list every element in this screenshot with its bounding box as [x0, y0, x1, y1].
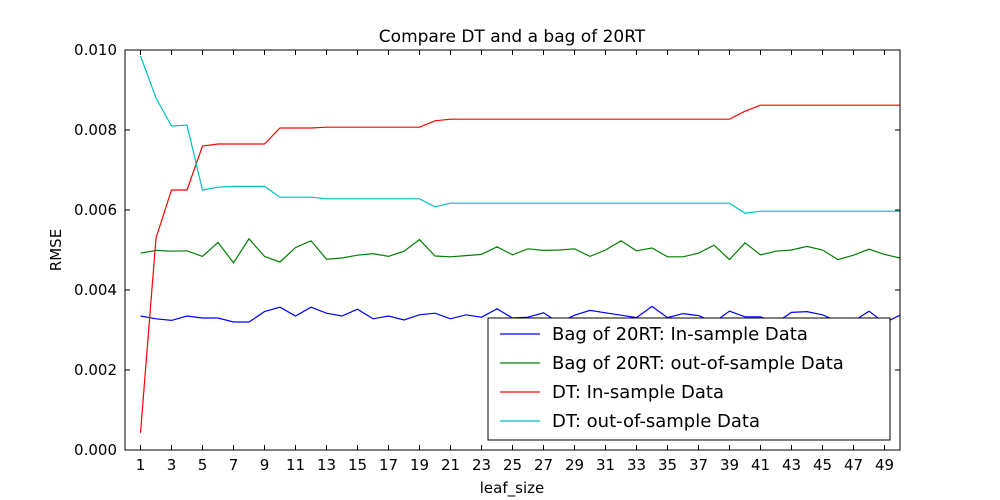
x-axis-label: leaf_size [480, 479, 544, 498]
y-tick-label: 0.008 [74, 121, 117, 139]
legend-box [487, 317, 891, 441]
y-tick-label: 0.004 [74, 281, 117, 299]
legend-label: DT: out-of-sample Data [552, 411, 760, 432]
legend: Bag of 20RT: In-sample Data Bag of 20RT: … [487, 317, 891, 441]
y-tick-label: 0.002 [74, 361, 117, 379]
x-axis: 1 3 5 7 9 11 13 15 17 19 21 23 25 27 29 31 33 35 37 39 41 43 4… [136, 50, 894, 474]
x-tick-label: 41 [751, 456, 770, 474]
series-line-2 [140, 237, 901, 264]
y-tick-label: 0.000 [74, 441, 117, 459]
x-tick-label: 1 [136, 456, 146, 474]
x-tick-label: 29 [565, 456, 584, 474]
legend-label: Bag of 20RT: out-of-sample Data [552, 353, 844, 374]
x-tick-label: 27 [534, 456, 553, 474]
x-tick-label: 3 [167, 456, 177, 474]
x-tick-label: 11 [286, 456, 305, 474]
x-tick-label: 9 [260, 456, 270, 474]
x-tick-label: 37 [689, 456, 708, 474]
chart-title: Compare DT and a bag of 20RT [379, 27, 646, 47]
x-tick-label: 49 [875, 456, 894, 474]
series-line-4 [139, 55, 900, 214]
x-tick-label: 13 [317, 456, 336, 474]
x-tick-label: 17 [379, 456, 398, 474]
x-tick-label: 15 [348, 456, 367, 474]
x-tick-label: 43 [782, 456, 801, 474]
y-tick-label: 0.010 [74, 41, 117, 59]
y-tick-label: 0.006 [74, 201, 117, 219]
x-tick-label: 33 [627, 456, 646, 474]
x-tick-label: 7 [229, 456, 239, 474]
x-tick-label: 31 [596, 456, 615, 474]
x-tick-label: 35 [658, 456, 677, 474]
x-tick-label: 5 [198, 456, 208, 474]
legend-label: DT: In-sample Data [552, 382, 724, 403]
x-tick-label: 25 [503, 456, 522, 474]
series-line-3 [139, 104, 900, 433]
x-tick-label: 39 [720, 456, 739, 474]
x-tick-label: 19 [410, 456, 429, 474]
legend-label: Bag of 20RT: In-sample Data [552, 324, 808, 345]
x-tick-label: 23 [472, 456, 491, 474]
x-tick-label: 47 [844, 456, 863, 474]
y-axis-label: RMSE [47, 229, 65, 271]
x-tick-label: 21 [441, 456, 460, 474]
y-axis: 0.000 0.002 0.004 0.006 0.008 0.010 [74, 41, 900, 459]
x-tick-label: 45 [813, 456, 832, 474]
